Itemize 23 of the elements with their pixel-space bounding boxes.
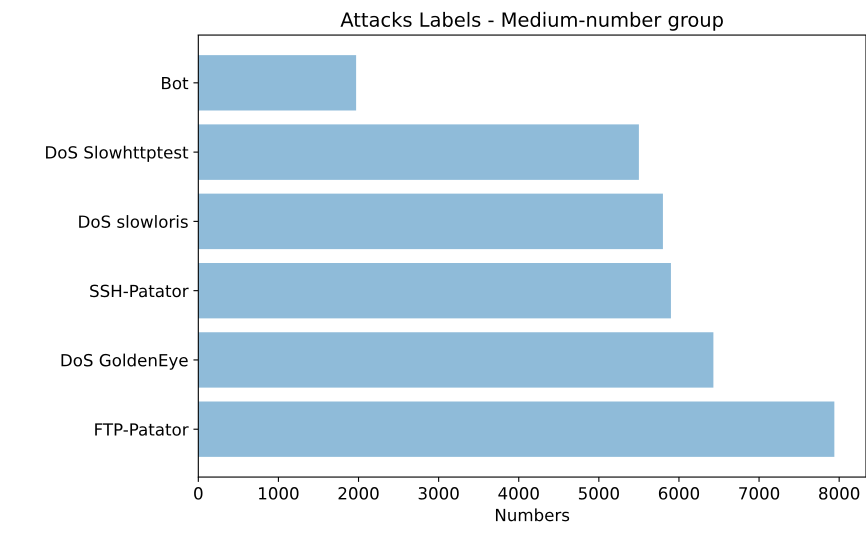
y-tick-label: FTP-Patator <box>95 423 189 436</box>
bar <box>198 332 714 388</box>
x-tick-label: 2000 <box>338 487 379 500</box>
x-tick-label: 6000 <box>658 487 700 500</box>
x-tick-label: 8000 <box>819 487 860 500</box>
x-tick-label: 0 <box>194 487 203 500</box>
x-tick-label: 7000 <box>739 487 780 500</box>
bar <box>198 124 639 180</box>
y-tick-label: DoS GoldenEye <box>62 354 188 370</box>
bar <box>198 262 671 318</box>
y-tick-label: Bot <box>162 77 188 90</box>
x-tick-label: 4000 <box>498 487 539 500</box>
x-tick-label: 3000 <box>418 487 459 500</box>
y-tick-label: DoS slowloris <box>79 215 188 228</box>
x-axis-title: Numbers <box>496 508 570 522</box>
x-tick-label: 1000 <box>259 487 299 500</box>
x-tick-label: 5000 <box>578 487 619 500</box>
chart-title: Attacks Labels - Medium-number group <box>340 12 723 31</box>
y-tick-label: DoS Slowhttptest <box>46 146 188 162</box>
bar <box>198 402 834 457</box>
bar <box>198 194 663 250</box>
y-tick-label: SSH-Patator <box>90 284 189 298</box>
bar <box>198 55 356 111</box>
